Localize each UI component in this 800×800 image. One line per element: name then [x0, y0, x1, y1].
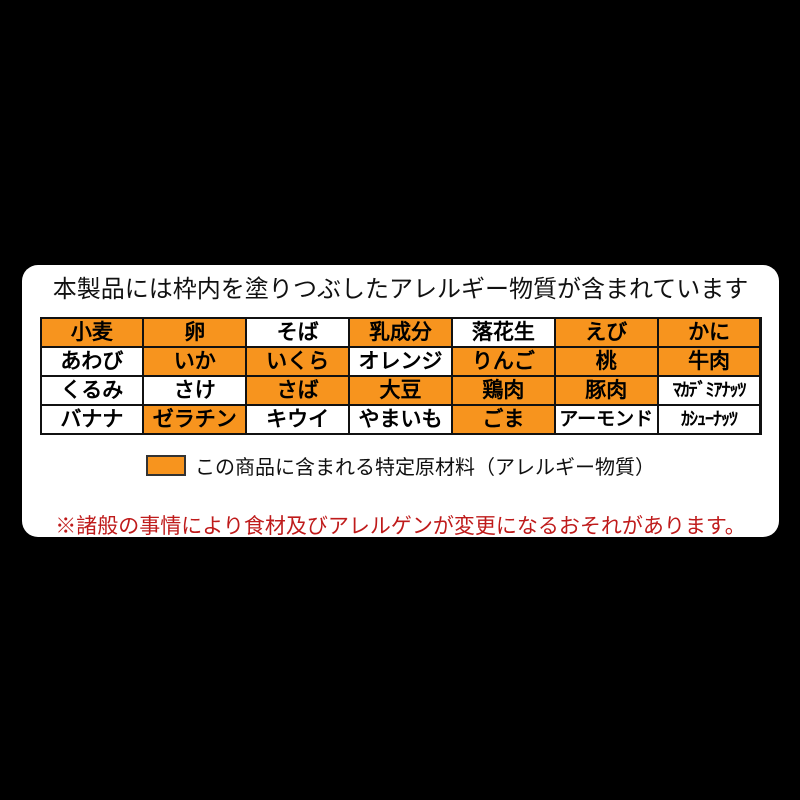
allergen-cell: さけ	[144, 376, 246, 404]
allergen-cell: ゼラチン	[144, 405, 246, 433]
allergen-cell: バナナ	[41, 405, 143, 433]
legend: この商品に含まれる特定原材料（アレルギー物質）	[146, 451, 655, 480]
allergen-cell: いくら	[247, 347, 349, 375]
allergen-cell: オレンジ	[350, 347, 451, 375]
allergen-cell: キウイ	[247, 405, 349, 433]
allergen-cell: 大豆	[350, 376, 451, 404]
allergen-cell: ﾏｶﾃﾞﾐｱﾅｯﾂ	[658, 376, 760, 404]
legend-color-swatch	[146, 454, 186, 476]
allergen-cell: ｶｼｭｰﾅｯﾂ	[658, 405, 760, 433]
allergen-cell: やまいも	[350, 405, 451, 433]
allergen-cell: 乳成分	[350, 318, 451, 346]
legend-label: この商品に含まれる特定原材料（アレルギー物質）	[195, 456, 655, 479]
disclaimer-note: ※諸般の事情により食材及びアレルゲンが変更になるおそれがあります。	[55, 513, 746, 538]
allergen-cell: 桃	[555, 347, 657, 375]
allergen-info-card: 本製品には枠内を塗りつぶしたアレルギー物質が含まれています 小麦卵そば 乳成分 落花…	[22, 265, 779, 538]
allergen-cell: 豚肉	[555, 376, 657, 404]
allergen-cell: ごま	[452, 405, 554, 433]
allergen-cell: あわび	[41, 347, 143, 375]
allergen-cell: アーモンド	[555, 405, 657, 433]
allergen-cell: いか	[144, 347, 246, 375]
allergen-grid: 小麦卵そば 乳成分 落花生 えび かにあわび いか いくら オレンジ りんご桃牛肉くるみ さけ さば…	[39, 316, 762, 435]
allergen-cell: 鶏肉	[452, 376, 554, 404]
allergen-cell: りんご	[452, 347, 554, 375]
allergen-cell: 卵	[144, 318, 246, 346]
allergen-cell: かに	[658, 318, 760, 346]
allergen-cell: そば	[247, 318, 349, 346]
allergen-cell: 牛肉	[658, 347, 760, 375]
card-title: 本製品には枠内を塗りつぶしたアレルギー物質が含まれています	[52, 277, 749, 303]
allergen-cell: くるみ	[41, 376, 143, 404]
allergen-cell: 落花生	[452, 318, 554, 346]
allergen-cell: さば	[247, 376, 349, 404]
allergen-cell: 小麦	[41, 318, 143, 346]
allergen-cell: えび	[555, 318, 657, 346]
